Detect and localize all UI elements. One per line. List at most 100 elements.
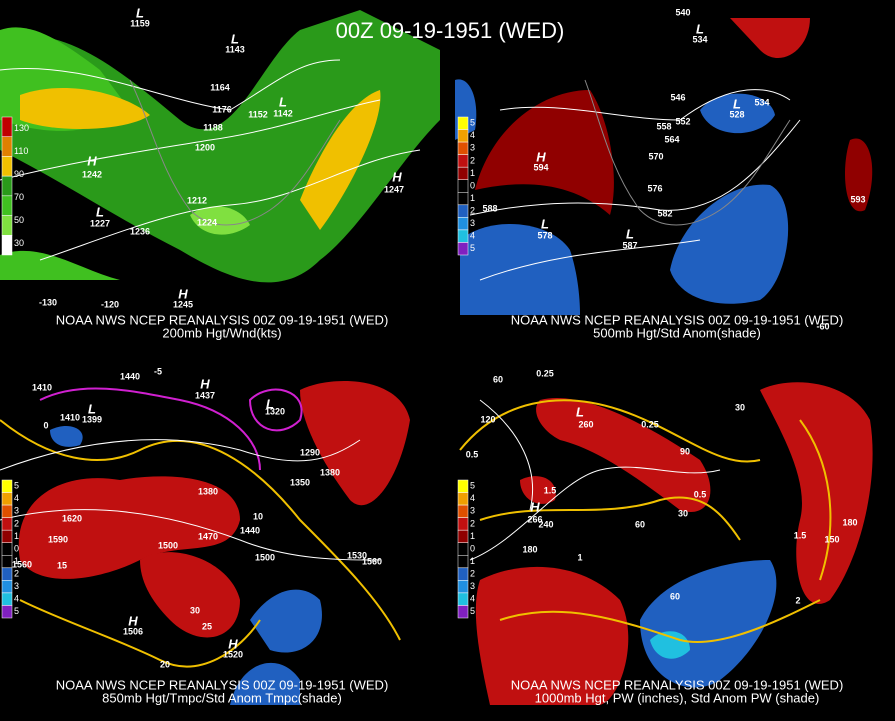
contour-label: 540: [675, 7, 690, 17]
colorbar-swatch: [1, 529, 13, 543]
pressure-center: H: [536, 149, 546, 164]
contour-label: 30: [678, 508, 688, 518]
colorbar-swatch: [1, 542, 13, 556]
colorbar-swatch: [457, 592, 469, 606]
pressure-center: L: [696, 21, 704, 36]
colorbar-label: 5: [470, 606, 475, 616]
contour-label: 1200: [195, 142, 215, 152]
pressure-center: H: [200, 376, 210, 391]
colorbar-swatch: [1, 235, 13, 256]
contour-label: 266: [527, 514, 542, 524]
temperature-contour: [0, 419, 401, 641]
colorbar-label: 90: [14, 169, 24, 179]
contour-label: 0.25: [641, 419, 659, 429]
pressure-center: H: [530, 499, 540, 514]
anomaly-positive: [475, 90, 614, 215]
colorbar-label: 3: [470, 506, 475, 516]
colorbar-swatch: [457, 567, 469, 581]
jet-core: [300, 90, 381, 230]
colorbar-swatch: [1, 492, 13, 506]
contour-label: 30: [190, 605, 200, 615]
contour: [0, 59, 341, 111]
contour-label: 180: [522, 544, 537, 554]
contour-label: 1560: [12, 559, 32, 569]
contour-label: 1227: [90, 218, 110, 228]
contour-label: 1500: [255, 552, 275, 562]
contour-label: 528: [729, 109, 744, 119]
colorbar-label: 5: [470, 481, 475, 491]
contour-label: 0.25: [536, 368, 554, 378]
contour-label: 1164: [210, 82, 230, 92]
contour-label: 1440: [120, 371, 140, 381]
colorbar-label: 130: [14, 123, 29, 133]
contour-label: 1410: [32, 382, 52, 392]
coastline: [584, 79, 791, 226]
colorbar-label: 1: [470, 168, 475, 178]
anomaly-positive: [520, 476, 556, 504]
anomaly-positive: [845, 138, 873, 212]
colorbar-label: 5: [14, 606, 19, 616]
colorbar-swatch: [457, 580, 469, 594]
contour-label: 558: [656, 121, 671, 131]
colorbar-swatch: [1, 555, 13, 569]
colorbar-swatch: [457, 605, 469, 619]
colorbar-label: 50: [14, 215, 24, 225]
colorbar-swatch: [457, 479, 469, 493]
colorbar-swatch: [1, 592, 13, 606]
pw-contour: [459, 399, 761, 463]
contour-label: 534: [692, 34, 707, 44]
colorbar-label: 3: [14, 581, 19, 591]
colorbar-swatch: [457, 192, 469, 206]
colorbar-swatch: [1, 215, 13, 236]
contour-label: -120: [101, 299, 119, 309]
colorbar-swatch: [457, 141, 469, 155]
contour: [0, 99, 381, 181]
contour-label: 15: [57, 560, 67, 570]
pressure-center: L: [576, 404, 584, 419]
colorbar-swatch: [457, 179, 469, 193]
contour-label: 534: [754, 97, 769, 107]
wind-shade: [0, 250, 120, 280]
colorbar-label: 4: [14, 594, 19, 604]
pressure-center: H: [392, 169, 402, 184]
contour-label: 1142: [273, 108, 293, 118]
colorbar-label: 4: [470, 594, 475, 604]
colorbar-swatch: [1, 116, 13, 137]
jet-core: [20, 87, 150, 130]
contour-label: 1437: [195, 390, 215, 400]
contour-label: 564: [664, 134, 679, 144]
pressure-center: H: [178, 286, 188, 301]
colorbar-swatch: [457, 242, 469, 256]
colorbar-label: 3: [14, 506, 19, 516]
colorbar-swatch: [1, 517, 13, 531]
colorbar-label: 5: [470, 118, 475, 128]
contour-label: 576: [647, 183, 662, 193]
contour-label: 20: [160, 659, 170, 669]
colorbar-label: 2: [470, 518, 475, 528]
colorbar-swatch: [457, 166, 469, 180]
colorbar-swatch: [1, 504, 13, 518]
colorbar-label: 0: [14, 543, 19, 553]
contour-label: 60: [670, 591, 680, 601]
contour-label: 1380: [320, 467, 340, 477]
contour-label: 1143: [225, 44, 245, 54]
colorbar-label: 2: [470, 205, 475, 215]
contour-label: 1506: [123, 626, 143, 636]
anomaly-negative: [230, 662, 300, 705]
panel-caption: NOAA NWS NCEP REANALYSIS 00Z 09-19-1951 …: [56, 312, 389, 327]
contour-label: 30: [735, 402, 745, 412]
colorbar-swatch: [1, 156, 13, 177]
colorbar-label: 3: [470, 218, 475, 228]
contour-label: 1560: [362, 556, 382, 566]
contour-label: 1188: [203, 122, 223, 132]
contour-label: 0: [43, 420, 48, 430]
colorbar-label: 5: [470, 243, 475, 253]
colorbar-swatch: [457, 504, 469, 518]
anomaly-negative: [460, 223, 580, 315]
contour-label: 1530: [347, 550, 367, 560]
contour-label: 1380: [198, 486, 218, 496]
anomaly-positive: [18, 476, 240, 579]
anomaly-positive: [536, 398, 711, 512]
contour-label: 180: [842, 517, 857, 527]
contour-label: 587: [622, 240, 637, 250]
